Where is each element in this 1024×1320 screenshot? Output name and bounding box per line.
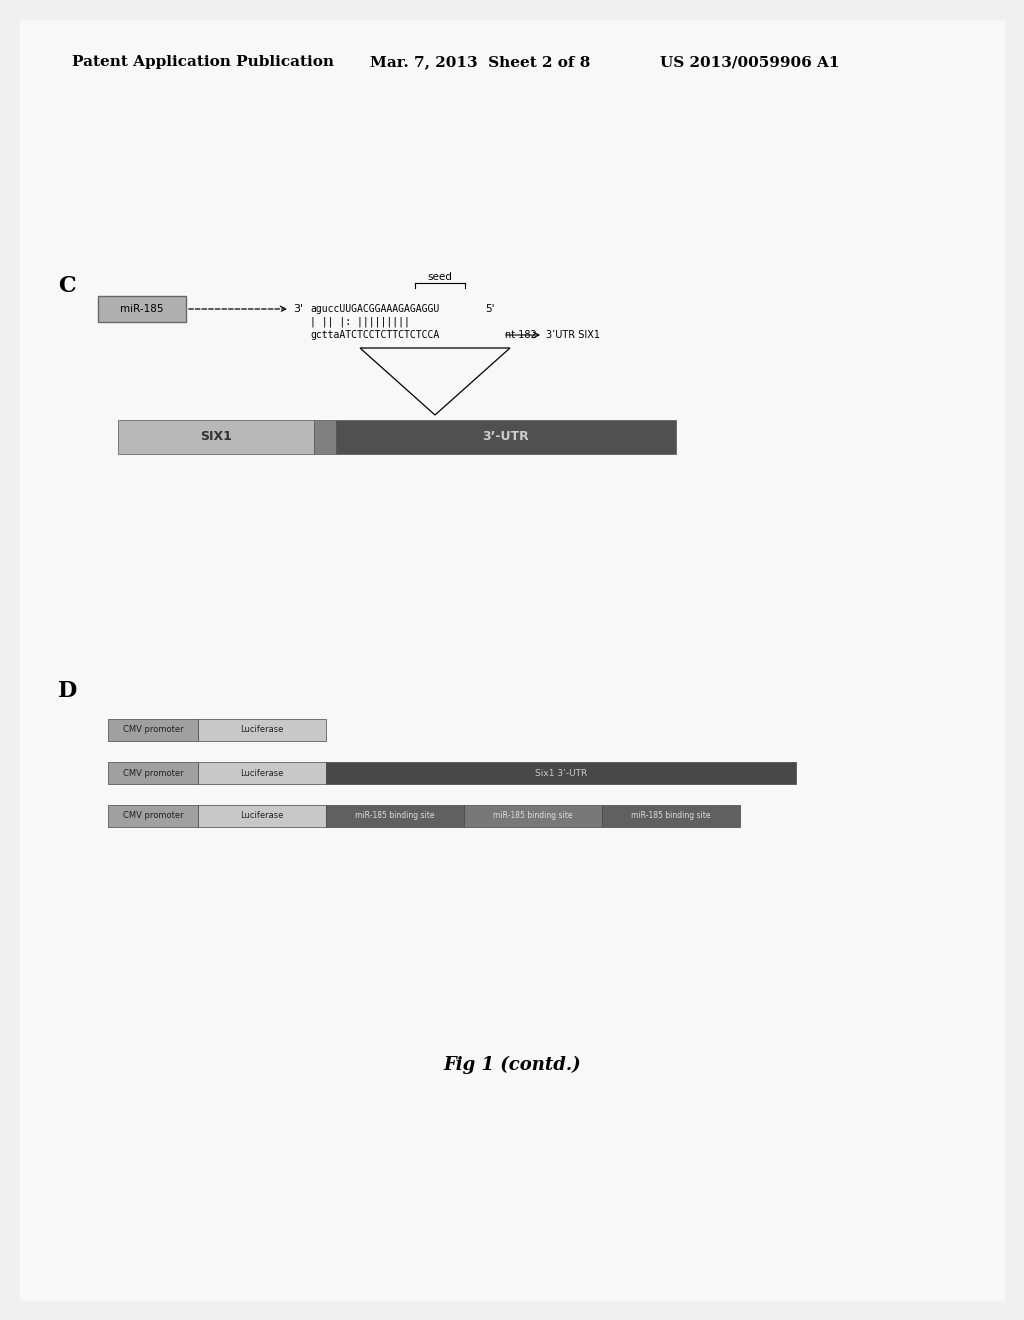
Text: Fig 1 (contd.): Fig 1 (contd.) <box>443 1056 581 1074</box>
Text: miR-185 binding site: miR-185 binding site <box>631 812 711 821</box>
Text: 3’UTR SIX1: 3’UTR SIX1 <box>546 330 600 341</box>
Text: Luciferase: Luciferase <box>241 768 284 777</box>
Bar <box>326 762 796 784</box>
Text: miR-185: miR-185 <box>120 304 164 314</box>
Text: D: D <box>58 680 77 702</box>
Text: miR-185 binding site: miR-185 binding site <box>355 812 435 821</box>
Text: CMV promoter: CMV promoter <box>123 768 183 777</box>
Text: CMV promoter: CMV promoter <box>123 726 183 734</box>
Text: nt 182: nt 182 <box>505 330 537 341</box>
Text: gcttaATCTCCTCTTCTCTCCA: gcttaATCTCCTCTTCTCTCCA <box>310 330 439 341</box>
Text: 5': 5' <box>485 304 495 314</box>
Text: | || |: |||||||||: | || |: ||||||||| <box>310 317 410 327</box>
Bar <box>198 719 326 741</box>
Text: 3': 3' <box>293 304 303 314</box>
Bar <box>464 805 602 828</box>
Text: seed: seed <box>428 272 453 282</box>
Bar <box>314 420 336 454</box>
Bar <box>602 805 740 828</box>
Text: aguccUUGACGGAAAGAGAGGU: aguccUUGACGGAAAGAGAGGU <box>310 304 439 314</box>
Text: Patent Application Publication: Patent Application Publication <box>72 55 334 69</box>
Text: SIX1: SIX1 <box>200 430 232 444</box>
Bar <box>98 296 186 322</box>
Bar <box>198 762 326 784</box>
Text: Luciferase: Luciferase <box>241 812 284 821</box>
Bar <box>118 420 314 454</box>
Text: Mar. 7, 2013  Sheet 2 of 8: Mar. 7, 2013 Sheet 2 of 8 <box>370 55 591 69</box>
Bar <box>326 805 464 828</box>
Text: Luciferase: Luciferase <box>241 726 284 734</box>
Text: miR-185 binding site: miR-185 binding site <box>494 812 572 821</box>
Bar <box>336 420 676 454</box>
Bar <box>108 719 198 741</box>
Bar <box>108 762 198 784</box>
Text: US 2013/0059906 A1: US 2013/0059906 A1 <box>660 55 840 69</box>
Bar <box>198 805 326 828</box>
Text: C: C <box>58 275 76 297</box>
Text: CMV promoter: CMV promoter <box>123 812 183 821</box>
Bar <box>108 805 198 828</box>
Text: Six1 3’-UTR: Six1 3’-UTR <box>535 768 587 777</box>
Text: 3’-UTR: 3’-UTR <box>482 430 529 444</box>
